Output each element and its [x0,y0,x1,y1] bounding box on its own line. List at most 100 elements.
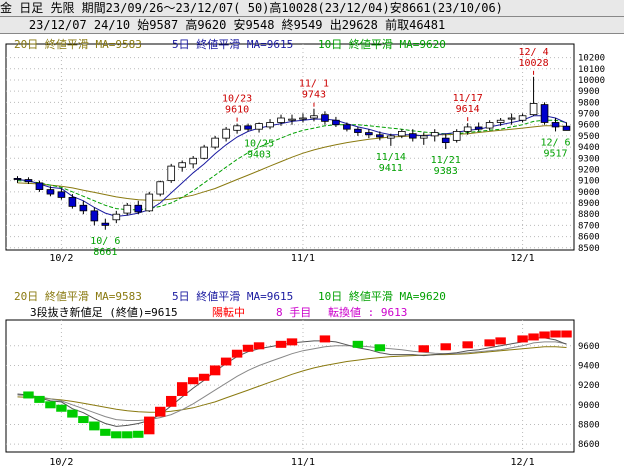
legend-ma20: 20日 終値平滑 MA=9583 [14,37,142,51]
price-y-tick-label: 10100 [578,65,605,75]
new-price-bar [67,409,78,418]
new-price-bar [34,395,45,403]
price-y-tick-label: 10000 [578,76,605,86]
candle-body [266,122,274,128]
price-y-tick-label: 9800 [578,98,600,108]
new-price-bar [352,340,364,348]
candle-body [167,165,176,182]
candle-body [288,118,296,121]
ma20-line [17,125,567,201]
new-price-bar [23,391,34,399]
candle-body [244,125,252,130]
candle-body [112,213,121,221]
new-price-bar [286,338,298,346]
new-price-bar [144,416,155,435]
candle-body [365,132,373,136]
new-price-bar [374,344,386,352]
candle-body [551,122,560,128]
candle-body [376,134,384,138]
high-date-label: 11/17 [453,93,483,104]
legend2-ma20: 20日 終値平滑 MA=9583 [14,289,142,303]
low-value-label: 9403 [247,150,271,161]
new-price-bar [319,335,331,343]
candle-body [233,125,241,131]
price-y-tick-label: 8700 [578,221,600,231]
candle-body [419,135,428,139]
candle-body [441,137,450,144]
candle-body [321,114,329,122]
low-value-label: 9383 [434,166,458,177]
new-price-bar [89,421,100,431]
new-price-bar [418,345,429,353]
legend2-ma5: 5日 終値平滑 MA=9615 [172,289,293,303]
candle-body [24,179,33,183]
price-y-tick-label: 8600 [578,233,600,243]
low-value-label: 8661 [93,247,117,258]
price-x-tick-label: 11/1 [291,253,315,264]
high-value-label: 10028 [519,58,549,69]
kagi-ma10-line [17,341,567,421]
price-y-tick-label: 9500 [578,132,600,142]
new-price-bar [495,337,506,345]
candle-body [145,193,154,212]
kagi-ma20-line [17,346,567,413]
new-price-bar [155,406,166,417]
candle-body [35,182,44,190]
low-date-label: 10/25 [244,139,274,150]
new-price-bar [242,344,254,352]
high-date-label: 10/23 [222,94,252,105]
kagi-x-tick-label: 10/2 [49,457,73,468]
candle-body [332,119,340,126]
candle-body [134,204,143,213]
candle-body [189,157,197,165]
new-price-bar [111,431,122,439]
legend-ma5: 5日 終値平滑 MA=9615 [172,37,293,51]
new-price-bar [528,333,539,341]
info-reversal: 転換値 : 9613 [328,306,407,319]
candle-body [562,125,571,131]
kagi-x-tick-label: 12/1 [511,457,535,468]
candle-body [496,119,505,123]
candle-body [299,117,307,120]
new-price-bar [187,377,199,385]
kagi-y-tick-label: 9400 [578,361,600,371]
candle-body [222,128,230,139]
kagi-x-tick-label: 11/1 [291,457,315,468]
low-value-label: 9411 [379,163,403,174]
new-price-bar [176,382,188,396]
price-y-tick-label: 9600 [578,121,600,131]
candle-body [397,131,406,137]
price-x-tick-label: 10/2 [49,253,73,264]
price-x-tick-label: 12/1 [511,253,535,264]
price-y-tick-label: 8500 [578,244,600,254]
kagi-y-tick-label: 8600 [578,440,600,450]
candle-body [310,115,318,119]
candle-body [529,103,538,116]
new-price-bar [45,401,56,409]
candle-body [211,137,219,148]
candle-body [178,162,187,168]
ma10-line [17,119,567,211]
candle-body [507,117,516,120]
kagi-y-tick-label: 9000 [578,401,600,411]
high-value-label: 9743 [302,90,326,101]
candle-body [452,131,461,141]
candle-body [57,191,66,198]
new-price-bar [517,335,528,343]
low-value-label: 9517 [543,148,567,159]
candle-body [277,117,285,123]
new-price-bar [440,343,451,351]
price-y-tick-label: 9700 [578,110,600,120]
kagi-y-tick-label: 9200 [578,381,600,391]
info-status: 陽転中 [212,306,245,319]
new-price-bar [209,365,221,376]
new-price-bar [166,395,177,407]
low-date-label: 11/14 [376,152,406,163]
header-summary-line: 金 日足 先限 期間23/09/26～23/12/07( 50)高10028(2… [0,0,624,17]
high-date-label: 12/ 4 [519,47,549,58]
new-price-bar [561,330,572,338]
low-date-label: 12/ 6 [540,137,570,148]
candle-body [123,204,132,214]
new-price-bar [275,340,287,348]
